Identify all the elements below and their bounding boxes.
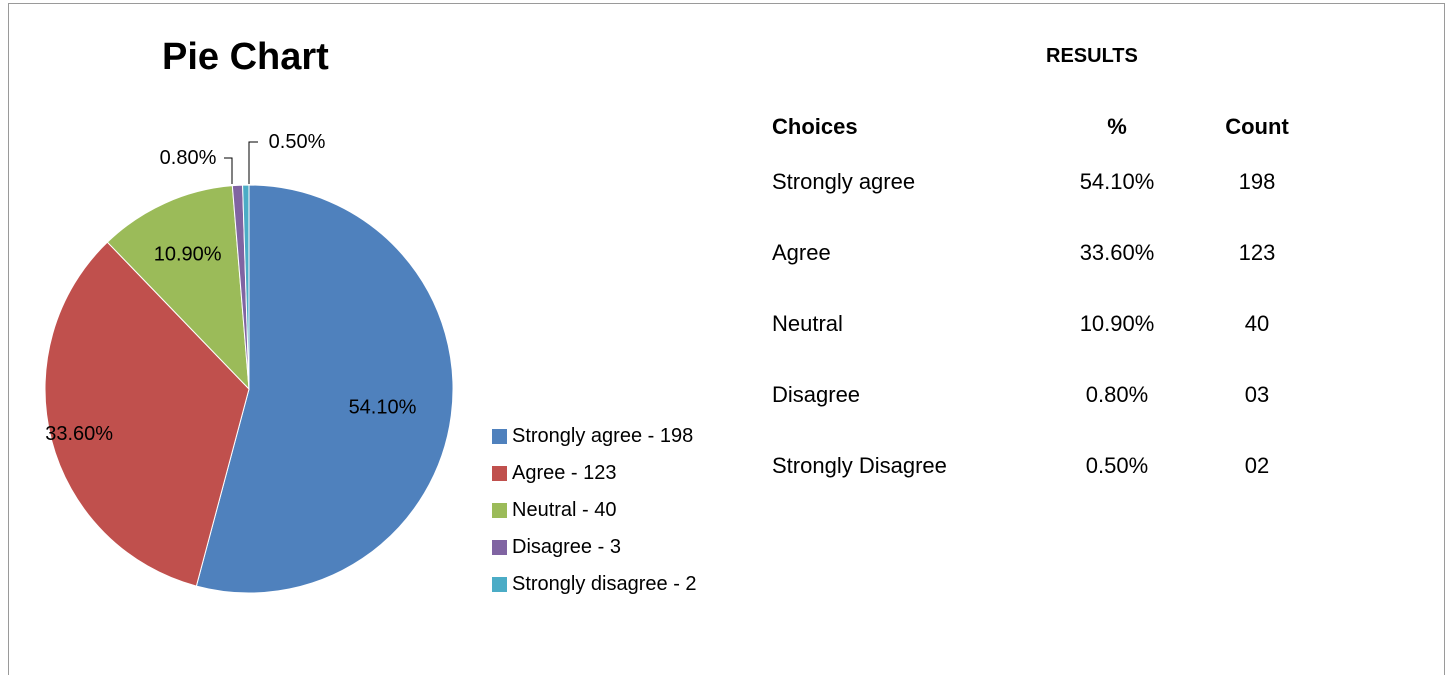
legend-label: Strongly agree - 198 — [512, 425, 694, 447]
cell-percent: 0.50% — [1085, 452, 1149, 478]
table-row: Agree 33.60% 123 — [772, 217, 1332, 288]
legend-label: Neutral - 40 — [512, 499, 617, 521]
cell-count: 40 — [1244, 310, 1270, 336]
legend-item: Agree - 123 — [492, 455, 697, 492]
legend-item: Strongly disagree - 2 — [492, 566, 697, 603]
leader-line — [224, 157, 233, 184]
legend-swatch — [492, 503, 507, 518]
cell-percent: 54.10% — [1079, 168, 1155, 194]
table-row: Disagree 0.80% 03 — [772, 359, 1332, 430]
header-count: Count — [1225, 114, 1289, 139]
table-row: Strongly agree 54.10% 198 — [772, 146, 1332, 217]
legend-label: Agree - 123 — [512, 462, 617, 484]
legend-label: Disagree - 3 — [512, 536, 621, 558]
legend-item: Strongly agree - 198 — [492, 418, 697, 455]
results-title: RESULTS — [1046, 45, 1138, 67]
table-row: Neutral 10.90% 40 — [772, 288, 1332, 359]
cell-choice: Disagree — [772, 381, 861, 407]
legend-swatch — [492, 429, 507, 444]
legend-label: Strongly disagree - 2 — [512, 573, 697, 595]
pie-slice — [195, 184, 454, 594]
chart-legend: Strongly agree - 198 Agree - 123 Neutral… — [492, 418, 697, 603]
slice-data-label: 0.50% — [269, 131, 326, 153]
cell-choice: Strongly agree — [772, 168, 916, 194]
legend-item: Neutral - 40 — [492, 492, 697, 529]
table-row: Strongly Disagree 0.50% 02 — [772, 430, 1332, 501]
legend-item: Disagree - 3 — [492, 529, 697, 566]
pie-slice — [44, 241, 250, 587]
chart-title: Pie Chart — [162, 36, 329, 78]
chart-frame — [8, 3, 1445, 675]
cell-count: 198 — [1238, 168, 1276, 194]
cell-percent: 33.60% — [1079, 239, 1155, 265]
cell-choice: Agree — [772, 239, 831, 265]
cell-choice: Neutral — [772, 310, 843, 336]
table-header-row: Choices % Count — [772, 108, 1332, 146]
slice-data-label: 54.10% — [349, 397, 417, 419]
slice-data-label: 10.90% — [154, 243, 222, 265]
header-percent: % — [1107, 114, 1127, 139]
results-table: Choices % Count Strongly agree 54.10% 19… — [772, 108, 1332, 501]
cell-count: 02 — [1244, 452, 1270, 478]
leader-line — [248, 141, 258, 184]
cell-choice: Strongly Disagree — [772, 452, 947, 478]
slice-data-label: 0.80% — [160, 147, 217, 169]
legend-swatch — [492, 540, 507, 555]
cell-count: 03 — [1244, 381, 1270, 407]
legend-swatch — [492, 577, 507, 592]
header-choices: Choices — [772, 114, 858, 139]
cell-count: 123 — [1238, 239, 1276, 265]
pie-slice — [106, 185, 250, 391]
cell-percent: 0.80% — [1085, 381, 1149, 407]
legend-swatch — [492, 466, 507, 481]
cell-percent: 10.90% — [1079, 310, 1155, 336]
slice-data-label: 33.60% — [45, 423, 113, 445]
pie-slice — [242, 184, 250, 390]
pie-chart: 54.10% 33.60% 10.90% 0.80% 0.50% — [44, 131, 454, 594]
